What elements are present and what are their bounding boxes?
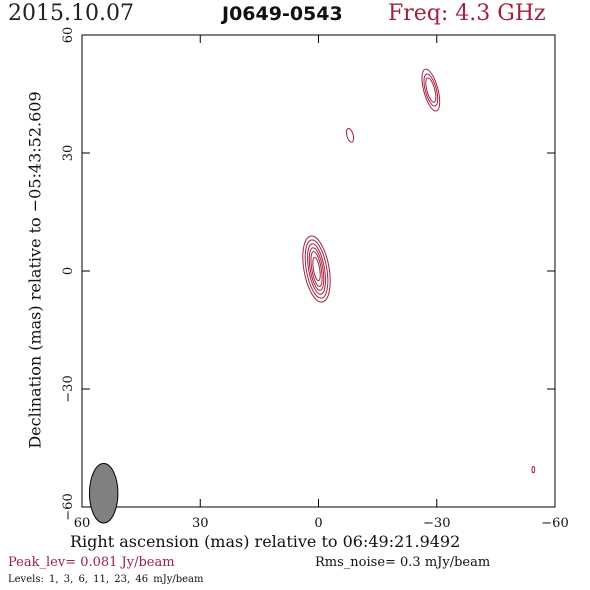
- beam-ellipse: [88, 462, 119, 524]
- source-name: J0649-0543: [222, 3, 343, 25]
- y-tick-label: 0: [61, 267, 76, 275]
- x-tick-label: 60: [74, 516, 91, 531]
- contour-ellipse: [423, 73, 439, 107]
- contour-ellipse: [531, 465, 536, 474]
- x-tick-label: 30: [192, 516, 209, 531]
- contour-ellipse: [302, 235, 331, 303]
- observation-date: 2015.10.07: [8, 1, 134, 26]
- x-tick-label: −60: [541, 516, 568, 531]
- plot-frame: [81, 34, 556, 508]
- frequency-label: Freq: 4.3 GHz: [388, 1, 546, 26]
- x-tick-label: 0: [314, 516, 322, 531]
- x-tick-label: −30: [423, 516, 450, 531]
- y-axis-label: Declination (mas) relative to −05:43:52.…: [25, 91, 45, 449]
- contour-levels: Levels: 1, 3, 6, 11, 23, 46 mJy/beam: [8, 574, 204, 585]
- rms-noise: Rms_noise= 0.3 mJy/beam: [315, 555, 491, 570]
- y-tick-label: 60: [61, 27, 76, 44]
- y-tick-label: 30: [61, 145, 76, 162]
- peak-level: Peak_lev= 0.081 Jy/beam: [8, 555, 175, 570]
- contour-ellipse: [304, 239, 329, 299]
- x-axis-label: Right ascension (mas) relative to 06:49:…: [70, 532, 461, 551]
- contour-ellipse: [310, 251, 323, 287]
- contour-ellipse: [345, 127, 355, 143]
- axis-ticks: 60 30 0 −30 −60 −60 −30 0 30 60: [61, 27, 569, 531]
- contour-components: [302, 68, 536, 474]
- contour-ellipse: [425, 77, 437, 103]
- y-tick-label: −60: [61, 493, 76, 520]
- contour-ellipse: [312, 256, 321, 282]
- y-tick-label: −30: [61, 375, 76, 402]
- contour-ellipse: [307, 243, 326, 295]
- beam-shape: [88, 462, 119, 524]
- contour-ellipse: [421, 68, 441, 112]
- contour-ellipse: [308, 247, 325, 291]
